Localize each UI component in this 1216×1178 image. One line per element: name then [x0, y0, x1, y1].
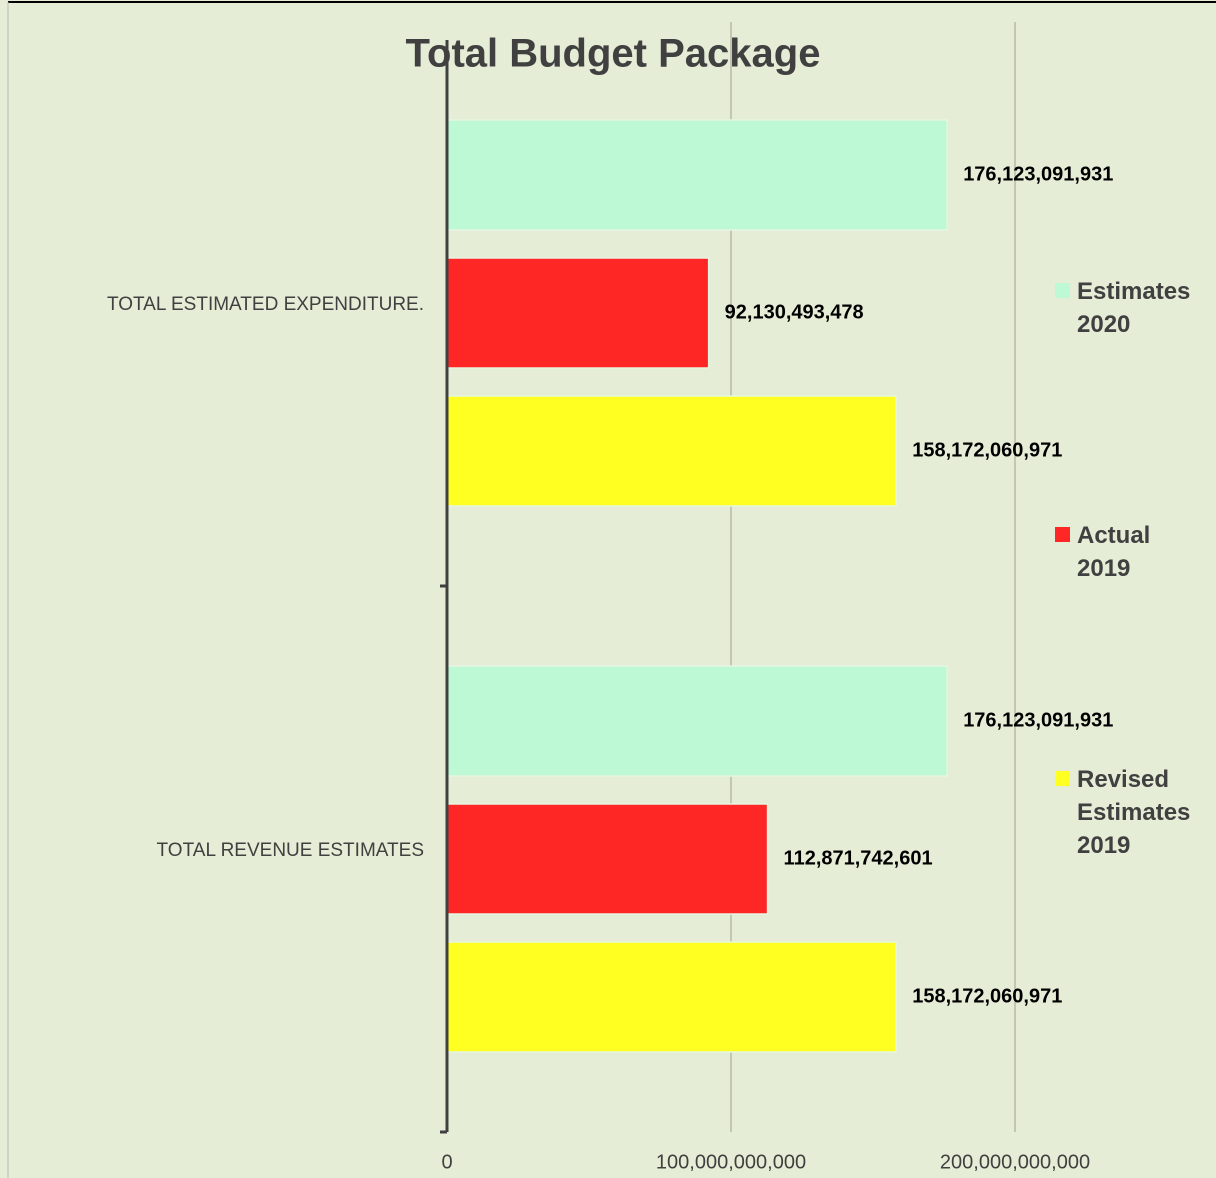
- data-label: 176,123,091,931: [963, 709, 1113, 731]
- data-label: 158,172,060,971: [912, 985, 1062, 1007]
- bar: [446, 941, 897, 1053]
- data-label: 92,130,493,478: [725, 301, 864, 323]
- legend-item: Revised Estimates 2019: [1055, 763, 1205, 862]
- bar: [446, 803, 769, 915]
- legend-swatch: [1055, 771, 1070, 786]
- legend-label: Estimates 2020: [1077, 278, 1191, 338]
- legend-label: Actual 2019: [1077, 522, 1151, 582]
- x-tick-label: 100,000,000,000: [656, 1151, 806, 1173]
- data-label: 176,123,091,931: [963, 163, 1113, 185]
- bar: [446, 257, 710, 369]
- legend-item: Estimates 2020: [1055, 275, 1205, 341]
- legend-item: Actual 2019: [1055, 519, 1205, 585]
- data-label: 158,172,060,971: [912, 439, 1062, 461]
- chart-title: Total Budget Package: [406, 32, 821, 76]
- data-label: 112,871,742,601: [784, 847, 933, 869]
- y-tick-label: TOTAL REVENUE ESTIMATES: [157, 840, 424, 861]
- legend-swatch: [1055, 283, 1070, 298]
- legend-label: Revised Estimates 2019: [1077, 766, 1191, 859]
- y-tick-label: TOTAL ESTIMATED EXPENDITURE.: [107, 294, 424, 315]
- legend-swatch: [1055, 527, 1070, 542]
- x-tick-label: 200,000,000,000: [940, 1151, 1090, 1173]
- x-tick-label: 0: [441, 1151, 452, 1173]
- bar: [446, 119, 948, 231]
- bar: [446, 395, 897, 507]
- bar: [446, 665, 948, 777]
